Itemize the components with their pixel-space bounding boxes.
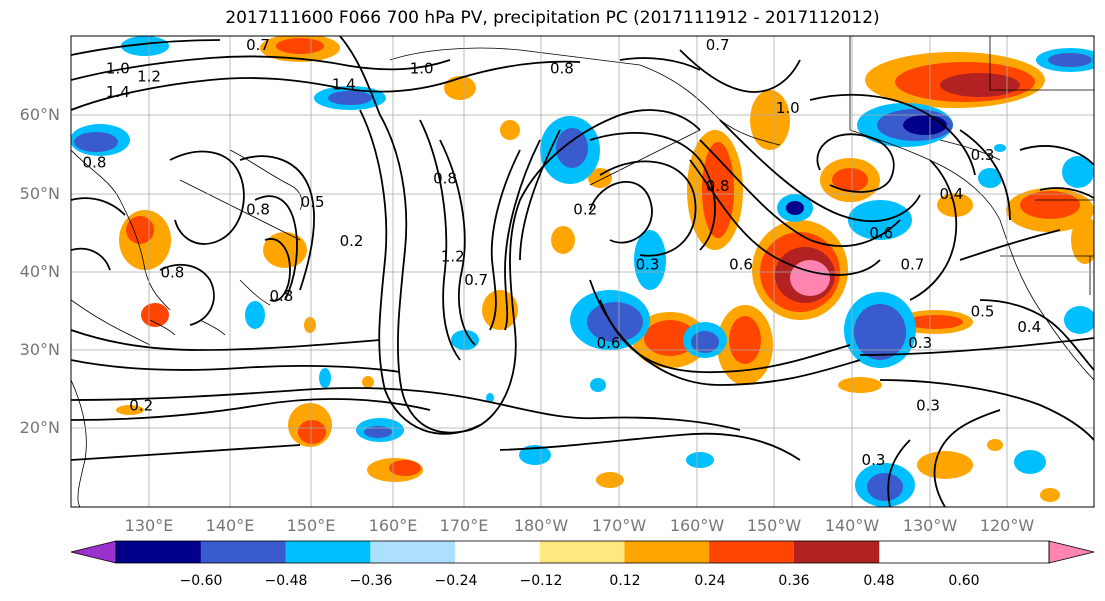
lon-label-120w: 120°W (979, 516, 1035, 535)
contour-label: 0.8 (270, 287, 294, 305)
contour-label: 0.8 (706, 177, 730, 195)
contour-label: 0.3 (908, 334, 932, 352)
colorbar-tick-label: 0.36 (778, 573, 810, 589)
lon-label-160e: 160°E (368, 516, 418, 535)
contour-label: 0.7 (900, 255, 924, 273)
pv-contours (71, 36, 1094, 507)
contour-label: 0.2 (573, 201, 597, 219)
colorbar-tick-label: 0.60 (948, 573, 980, 589)
contour-label: 0.3 (971, 146, 995, 164)
lon-label-130w: 130°W (902, 516, 958, 535)
lon-label-140w: 140°W (824, 516, 880, 535)
map-title: 2017111600 F066 700 hPa PV, precipitatio… (225, 8, 880, 28)
lon-label-150e: 150°E (286, 516, 336, 535)
contour-label: 1.2 (137, 68, 161, 86)
colorbar-bin (624, 541, 710, 563)
contour-label: 0.4 (939, 185, 963, 203)
contour-label: 0.8 (246, 201, 270, 219)
contour-labels: 1.0 1.2 1.4 0.7 1.4 1.0 0.8 0.7 1.0 0.8 0.5 0.2 0.8 0… (83, 36, 1042, 469)
map-plot-area: 1.0 1.2 1.4 0.7 1.4 1.0 0.8 0.7 1.0 0.8 0.5 0.2 0.8 0… (71, 36, 1094, 507)
contour-label: 0.8 (550, 60, 574, 78)
lon-label-170w: 170°W (591, 516, 647, 535)
contour-label: 0.6 (869, 224, 893, 242)
contour-label: 0.2 (129, 396, 153, 414)
contour-label: 0.7 (246, 36, 270, 54)
contour-label: 1.0 (410, 60, 434, 78)
contour-label: 0.3 (636, 255, 660, 273)
contour-label: 0.6 (597, 334, 621, 352)
lat-label-40n: 40°N (19, 262, 60, 281)
colorbar-extend-high (1048, 540, 1095, 564)
contour-label: 0.3 (862, 451, 886, 469)
colorbar-frame (115, 540, 1050, 564)
colorbar-tick-label: −0.12 (519, 573, 563, 589)
colorbar-bin (116, 541, 202, 563)
contour-label: 0.3 (916, 396, 940, 414)
map-frame (70, 35, 1095, 508)
colorbar-tick-label: 0.24 (694, 573, 726, 589)
contour-label: 0.8 (433, 169, 457, 187)
contour-label: 1.4 (332, 75, 356, 93)
contour-label: 1.0 (776, 99, 800, 117)
graticule (71, 36, 1094, 507)
colorbar-tick-label: 0.48 (863, 573, 895, 589)
colorbar-bin (455, 541, 541, 563)
contour-label: 1.4 (106, 83, 130, 101)
lon-label-160w: 160°W (669, 516, 725, 535)
contour-label: 0.5 (301, 193, 325, 211)
contour-label: 0.7 (464, 271, 488, 289)
colorbar-tick-label: −0.60 (179, 573, 223, 589)
contour-label: 0.5 (971, 302, 995, 320)
lon-label-170e: 170°E (439, 516, 489, 535)
lat-label-50n: 50°N (19, 184, 60, 203)
lat-label-60n: 60°N (19, 105, 60, 124)
colorbar-bin (794, 541, 880, 563)
colorbar-tick-label: −0.36 (349, 573, 393, 589)
colorbar-bin (539, 541, 625, 563)
colorbar-bin (200, 541, 286, 563)
colorbar-bin (370, 541, 456, 563)
contour-label: 0.8 (160, 263, 184, 281)
lat-label-30n: 30°N (19, 340, 60, 359)
lon-label-150w: 150°W (746, 516, 802, 535)
colorbar-tick-label: −0.24 (434, 573, 478, 589)
colorbar-bin (285, 541, 371, 563)
lon-label-180w: 180°W (513, 516, 569, 535)
contour-label: 1.0 (106, 60, 130, 78)
colorbar-tick-label: 0.12 (609, 573, 641, 589)
colorbar-extend-low (70, 540, 117, 564)
colorbar (70, 540, 1095, 564)
contour-label: 0.4 (1017, 318, 1041, 336)
colorbar-bin (709, 541, 795, 563)
contour-label: 0.2 (340, 232, 364, 250)
contour-label: 0.8 (83, 154, 107, 172)
lon-label-130e: 130°E (124, 516, 174, 535)
colorbar-tick-label: −0.48 (264, 573, 308, 589)
contour-label: 0.6 (729, 255, 753, 273)
contour-label: 0.7 (706, 36, 730, 54)
lat-label-20n: 20°N (19, 418, 60, 437)
lon-label-140e: 140°E (205, 516, 255, 535)
contour-label: 1.2 (441, 248, 465, 266)
